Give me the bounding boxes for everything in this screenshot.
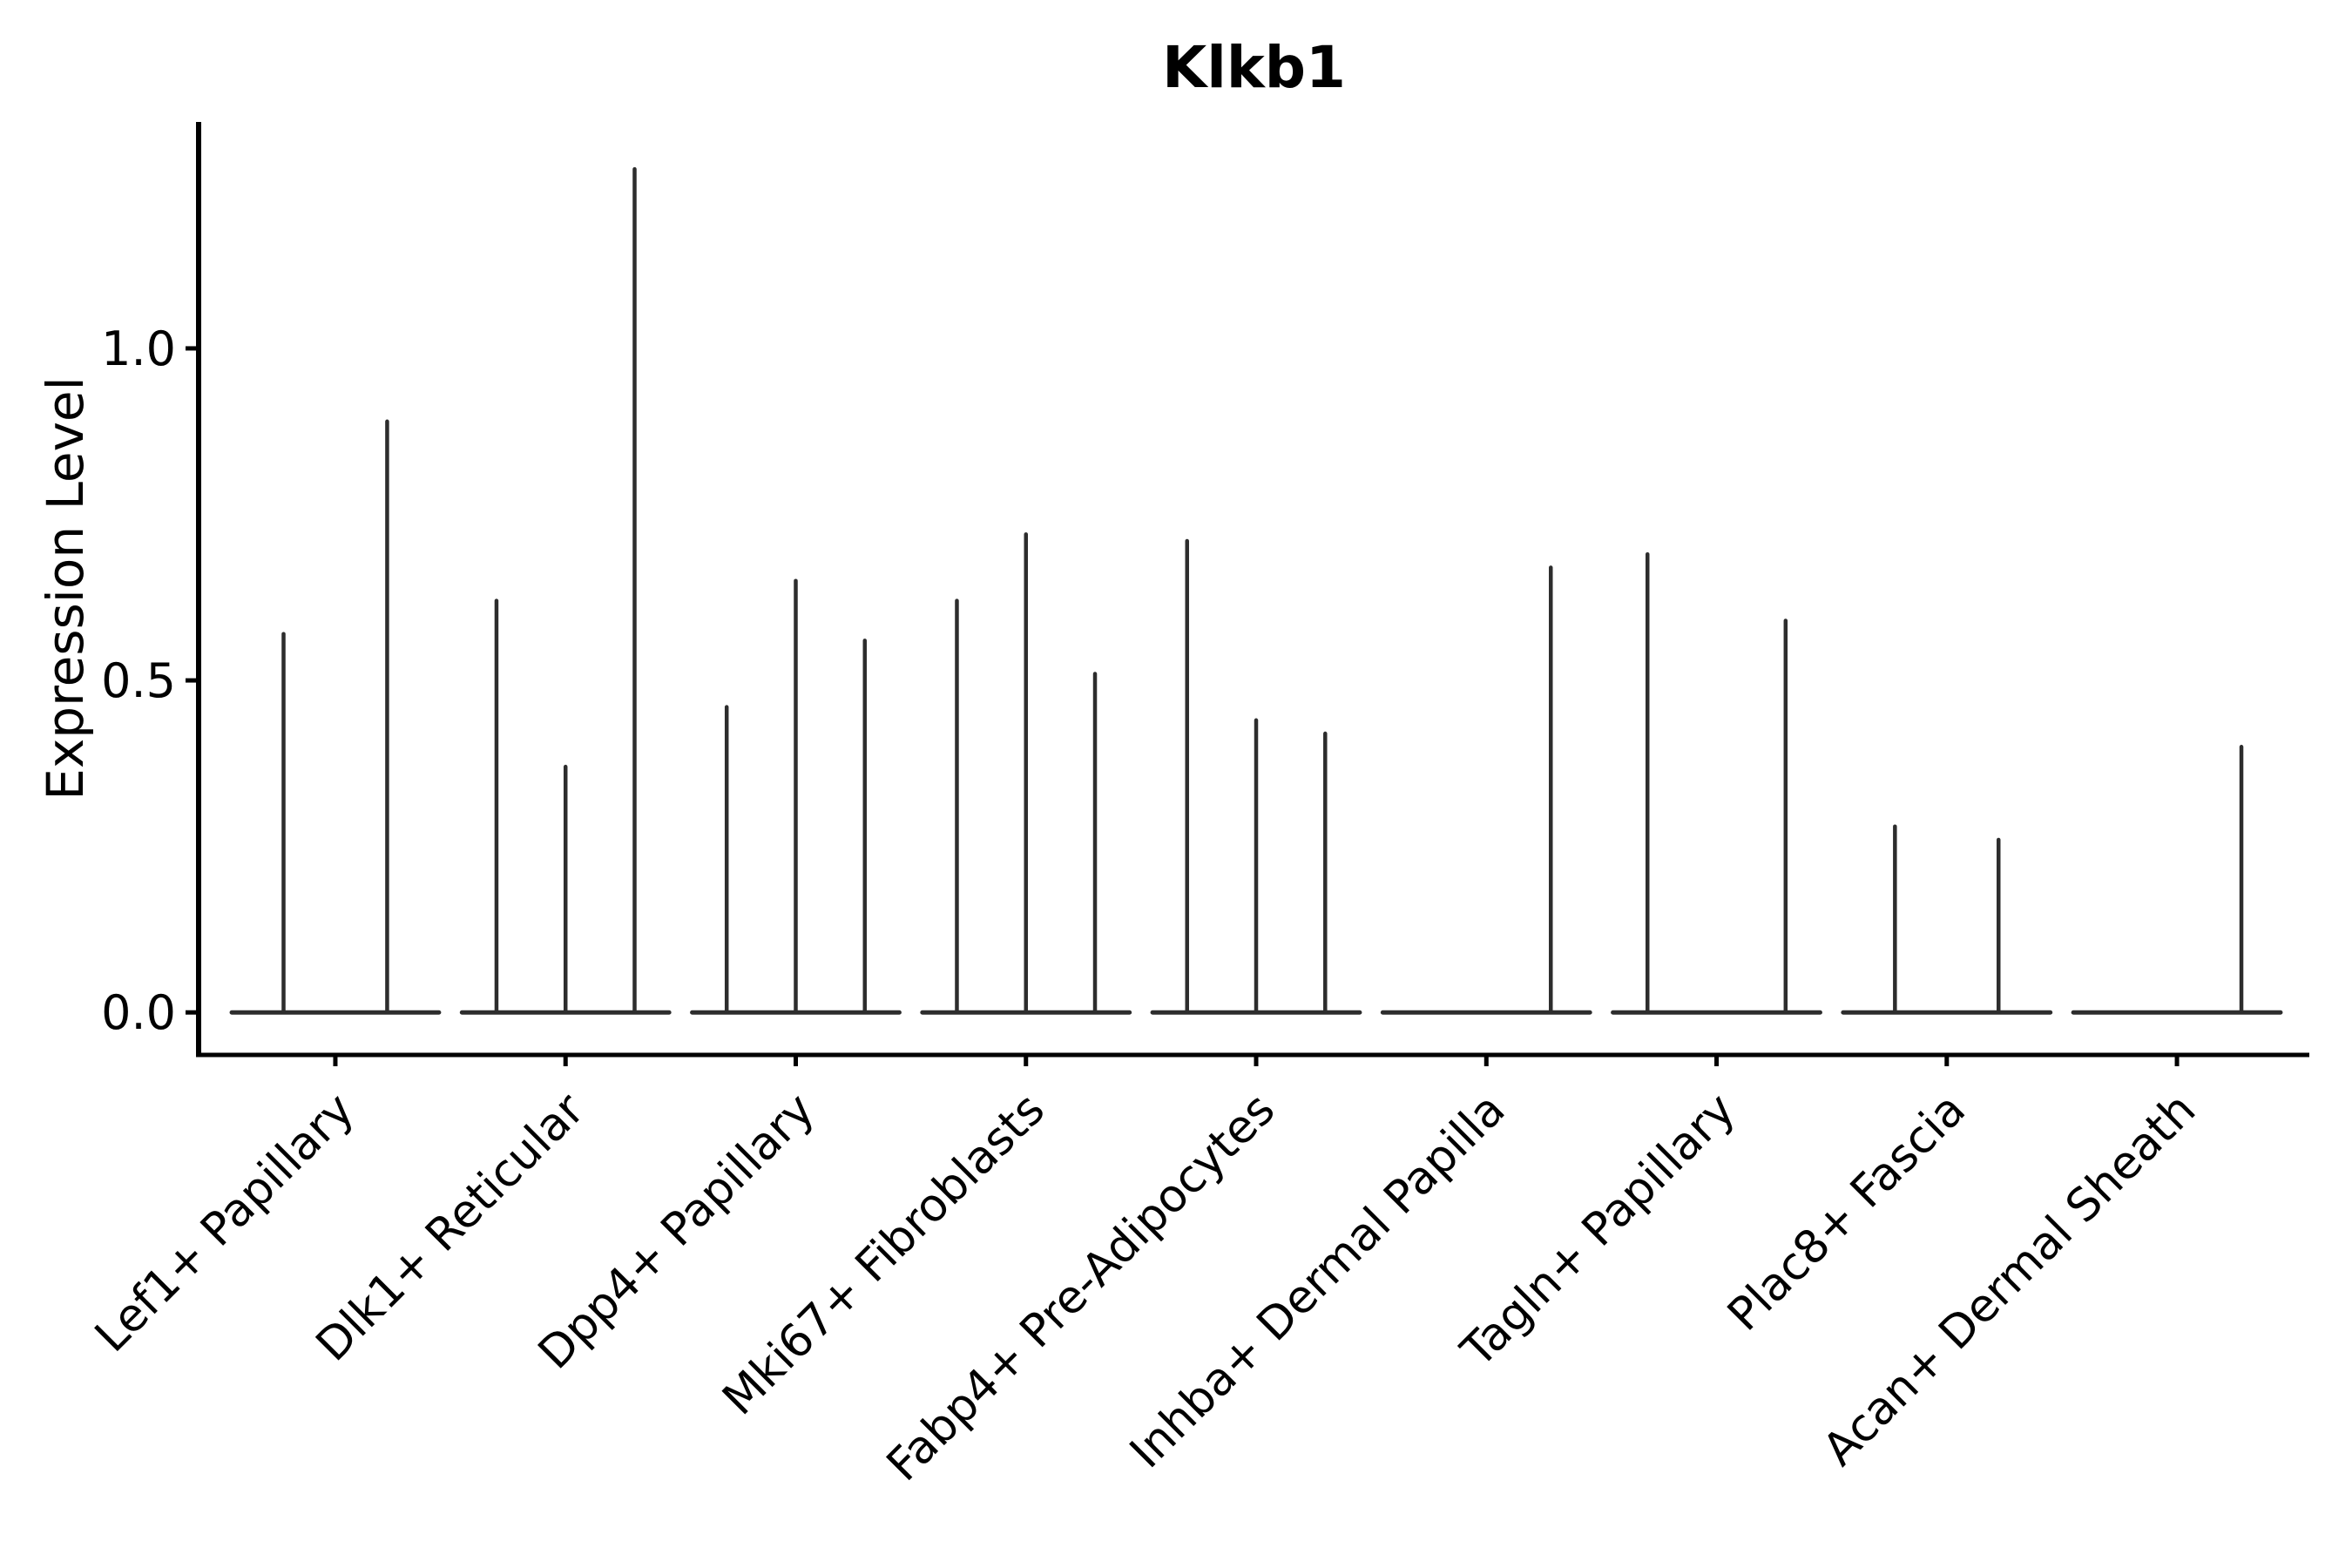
y-axis-label: Expression Level xyxy=(36,376,95,800)
y-tick-label: 0.5 xyxy=(101,653,176,708)
y-tick-label: 0.0 xyxy=(101,985,176,1040)
y-tick-label: 1.0 xyxy=(101,321,176,376)
chart-title: Klkb1 xyxy=(1162,34,1346,101)
